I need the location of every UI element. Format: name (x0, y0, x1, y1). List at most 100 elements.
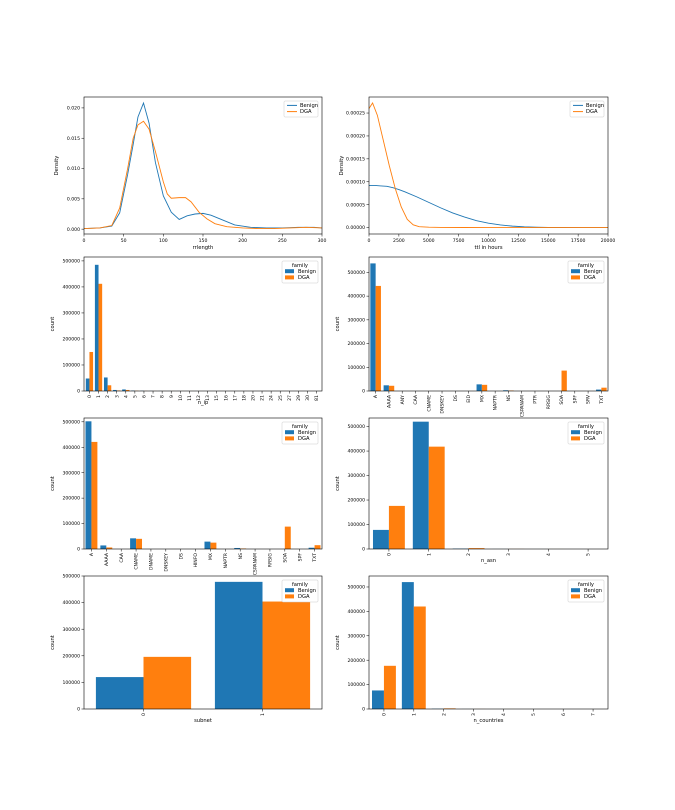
x-tick-label: 5 (531, 713, 537, 716)
series-line-dga (368, 101, 608, 228)
x-tick-label: NS (238, 553, 244, 559)
x-tick-label: AAAA (387, 394, 393, 408)
series-line-benign (83, 101, 323, 229)
legend-title: family (292, 582, 308, 588)
y-tick-label: 300000 (62, 470, 80, 476)
y-axis-label: Density (54, 156, 60, 176)
x-tick-label: NAPTR (493, 394, 499, 410)
legend-swatch-benign (285, 430, 294, 435)
y-axis-label: Density (339, 156, 345, 176)
y-tick-label: 400000 (62, 445, 80, 451)
bar-benign-0 (372, 529, 389, 549)
y-tick-label: 0 (77, 707, 80, 713)
x-tick-label: 17 (232, 395, 238, 401)
x-tick-label: DNSKEY (163, 553, 169, 572)
bar-benign-MX (476, 384, 482, 391)
x-tick-label: NAPTR (223, 552, 229, 568)
x-tick-label: 1 (260, 713, 266, 716)
y-tick-label: 0.00015 (346, 156, 365, 162)
y-axis-label: count (335, 476, 341, 491)
y-tick-label: 400000 (347, 294, 365, 300)
y-tick-label: 100000 (347, 365, 365, 371)
y-axis-label: count (50, 317, 56, 332)
y-tick-label: 0 (77, 547, 80, 553)
x-tick-label: CAA (413, 394, 419, 404)
x-tick-label: HINFO (193, 553, 199, 568)
bar-dga-AAAA (388, 385, 395, 391)
legend-entry-dga: DGA (584, 594, 596, 600)
bar-dga-1 (428, 446, 445, 549)
x-tick-label: 21 (260, 395, 266, 401)
x-axis-label: ttl in hours (474, 245, 502, 251)
bar-benign-NS (503, 390, 509, 391)
x-tick-label: CNAME (134, 553, 140, 570)
y-tick-label: 300000 (347, 317, 365, 323)
x-tick-label: 1 (411, 713, 417, 716)
x-tick-label: 81 (314, 395, 320, 401)
x-tick-label: NS (506, 395, 512, 401)
y-tick-label: 300000 (347, 633, 365, 639)
bar-benign-2 (103, 377, 108, 391)
x-tick-label: 7 (591, 713, 597, 716)
x-tick-label: 6 (561, 713, 567, 716)
x-tick-label: 0 (382, 713, 388, 716)
x-tick-label: CNAME (426, 395, 432, 412)
y-tick-label: 200000 (347, 658, 365, 664)
x-tick-label: SPF (572, 395, 578, 404)
bar-dga-MX (210, 542, 217, 549)
legend-entry-benign: Benign (300, 103, 318, 109)
x-tick-label: 4 (123, 395, 129, 398)
axes-frame (368, 575, 609, 710)
y-axis-label: count (50, 476, 56, 491)
y-tick-label: 500000 (62, 259, 80, 265)
x-tick-label: 1 (426, 553, 432, 556)
x-tick-label: 0 (387, 553, 393, 556)
x-tick-label: 150 (199, 238, 208, 244)
x-tick-label: 11 (187, 395, 193, 401)
bar-dga-TXT (601, 387, 607, 391)
bar-dga-CNAME (136, 538, 143, 549)
legend-swatch-benign (571, 269, 580, 274)
axes-frame (83, 256, 323, 392)
y-tick-label: 200000 (62, 496, 80, 502)
x-tick-label: 1 (96, 395, 102, 398)
x-tick-label: ANY (400, 395, 406, 405)
x-tick-label: 0 (141, 713, 147, 716)
bar-benign-3 (113, 389, 117, 391)
legend-entry-benign: Benign (298, 269, 316, 275)
bar-dga-1 (98, 283, 103, 391)
x-tick-label: 15 (214, 395, 220, 401)
y-axis-label: count (335, 317, 341, 332)
x-tick-label: 10000 (481, 238, 496, 244)
legend-entry-benign: Benign (584, 588, 602, 594)
x-tick-label: PTR (533, 394, 539, 404)
legend-swatch-dga (285, 275, 294, 280)
bar-dga-1 (262, 601, 311, 709)
legend-swatch-dga (285, 436, 294, 441)
bar-benign-4 (122, 389, 126, 391)
bar-dga-4 (125, 389, 130, 391)
x-tick-label: 15000 (541, 238, 556, 244)
x-tick-label: 4 (501, 713, 507, 716)
series-line-dga (83, 120, 323, 229)
x-tick-label: SOA (559, 394, 565, 404)
x-tick-label: 2500 (393, 238, 405, 244)
x-tick-label: 16 (223, 395, 229, 401)
y-tick-label: 400000 (347, 449, 365, 455)
x-axis-label: n_asn (481, 558, 496, 564)
axes-frame (83, 96, 323, 235)
x-tick-label: 5000 (423, 238, 435, 244)
x-tick-label: RRSIG (546, 395, 552, 410)
x-tick-label: 5 (132, 395, 138, 398)
x-tick-label: TXT (312, 553, 318, 563)
x-tick-label: CAA (119, 552, 125, 562)
x-tick-label: 3 (114, 395, 120, 398)
y-tick-label: 100000 (62, 521, 80, 527)
x-tick-label: 0 (83, 238, 86, 244)
bar-dga-0 (89, 351, 94, 391)
axes-frame (368, 417, 609, 550)
x-tick-label: 8 (160, 395, 166, 398)
x-tick-label: 6 (142, 395, 148, 398)
legend-entry-dga: DGA (298, 594, 310, 600)
x-tick-label: 4 (546, 553, 552, 556)
